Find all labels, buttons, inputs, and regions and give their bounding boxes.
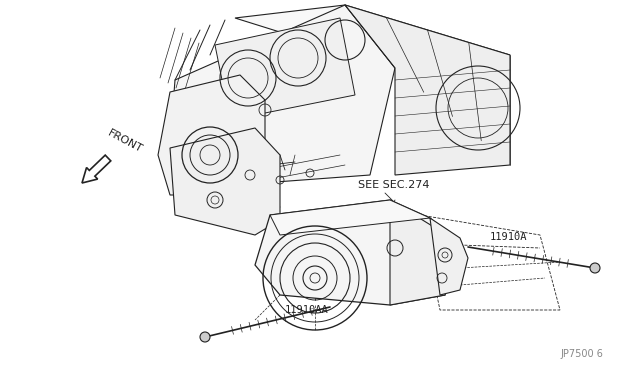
Text: JP7500 6: JP7500 6 [560,349,603,359]
Polygon shape [345,5,510,175]
Polygon shape [390,200,455,305]
Text: 11910A: 11910A [490,232,527,242]
Polygon shape [430,218,468,295]
Polygon shape [235,5,510,68]
Polygon shape [158,75,265,195]
Polygon shape [170,128,280,235]
Text: SEE SEC.274: SEE SEC.274 [358,180,429,190]
Text: FRONT: FRONT [106,128,144,155]
Text: 11910AA: 11910AA [285,305,329,315]
Circle shape [590,263,600,273]
Polygon shape [170,5,395,185]
Circle shape [200,332,210,342]
Polygon shape [215,18,355,120]
Polygon shape [270,200,430,235]
Polygon shape [255,200,455,305]
